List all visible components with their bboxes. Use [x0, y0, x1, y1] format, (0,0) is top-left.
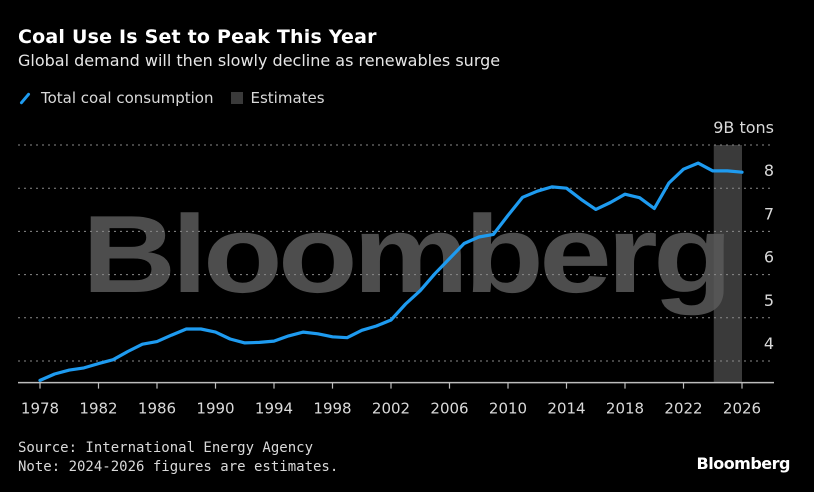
bloomberg-logo: Bloomberg: [696, 454, 791, 473]
x-tick-label: 1982: [79, 400, 117, 418]
x-tick-label: 1978: [21, 400, 59, 418]
x-tick-label: 2002: [372, 400, 410, 418]
estimates-note: Note: 2024-2026 figures are estimates.: [18, 459, 339, 475]
chart-title: Coal Use Is Set to Peak This Year: [18, 26, 377, 48]
y-tick-label: 7: [764, 204, 774, 223]
x-tick-label: 2022: [664, 400, 702, 418]
legend: Total coal consumption Estimates: [18, 89, 325, 107]
y-tick-label: 8: [764, 161, 774, 180]
legend-estimates-swatch-icon: [231, 92, 244, 104]
x-tick-label: 2010: [489, 400, 527, 418]
y-tick-label: 4: [764, 334, 774, 353]
x-tick-label: 1998: [313, 400, 351, 418]
chart-subtitle: Global demand will then slowly decline a…: [18, 51, 501, 70]
y-tick-label: 6: [764, 248, 774, 267]
x-tick-label: 2018: [606, 400, 644, 418]
bloomberg-watermark: Bloomberg: [82, 193, 728, 316]
x-tick-label: 1986: [138, 400, 176, 418]
x-tick-label: 1990: [196, 400, 234, 418]
legend-estimates-label: Estimates: [250, 89, 325, 107]
estimates-band: [713, 145, 742, 383]
legend-series-label: Total coal consumption: [41, 89, 214, 107]
x-tick-label: 2026: [723, 400, 761, 418]
x-tick-label: 2006: [430, 400, 468, 418]
source-note: Source: International Energy Agency: [18, 440, 314, 456]
y-tick-label: 5: [764, 291, 774, 310]
x-tick-label: 2014: [547, 400, 585, 418]
x-tick-label: 1994: [255, 400, 293, 418]
y-tick-label: 9B tons: [713, 118, 774, 137]
